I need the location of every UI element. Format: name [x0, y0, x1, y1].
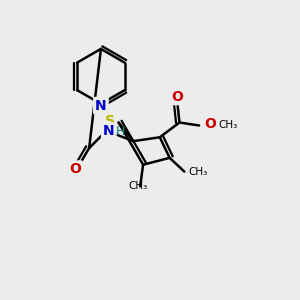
Text: S: S [105, 114, 115, 128]
Text: CH₃: CH₃ [129, 181, 148, 191]
Text: O: O [204, 118, 216, 131]
Text: CH₃: CH₃ [219, 121, 238, 130]
Text: CH₃: CH₃ [188, 167, 208, 177]
Text: H: H [116, 125, 125, 138]
Text: N: N [95, 99, 107, 113]
Text: O: O [172, 90, 183, 104]
Text: O: O [70, 162, 81, 176]
Text: N: N [103, 124, 115, 138]
